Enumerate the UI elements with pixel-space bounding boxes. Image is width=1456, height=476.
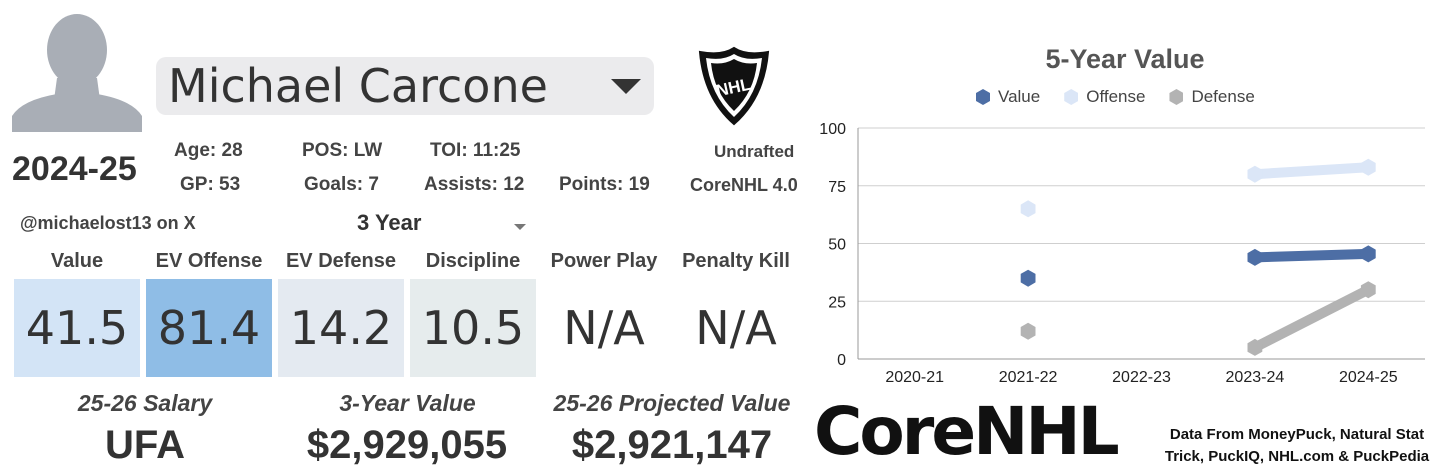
salary-label: 25-26 Salary	[77, 390, 213, 416]
header-ev-offense: EV Offense	[155, 250, 263, 272]
twitter-handle: @michaelost13 on X	[20, 213, 196, 233]
three-year-label: 3-Year Value	[339, 390, 476, 416]
data-point-defense	[1360, 281, 1376, 299]
season-label: 2024-25	[12, 150, 137, 188]
box-penalty-kill: N/A	[695, 301, 777, 355]
data-point-value	[1247, 248, 1263, 266]
legend-offense-label: Offense	[1086, 87, 1146, 106]
legend-offense: Offense	[1064, 87, 1145, 107]
legend-defense: Defense	[1169, 87, 1255, 107]
box-discipline: 10.5	[410, 279, 536, 377]
period-select-value: 3 Year	[357, 210, 422, 235]
header-discipline: Discipline	[425, 250, 521, 272]
three-year-value: $2,929,055	[306, 423, 508, 467]
data-point-offense	[1247, 165, 1263, 183]
corenhl-logo-text: CoreNHL	[814, 393, 1120, 470]
box-ev-defense: 14.2	[278, 279, 404, 377]
chart-legend: Value Offense Defense	[976, 87, 1255, 107]
chart-title: 5-Year Value	[1045, 44, 1205, 74]
data-point-offense	[1360, 158, 1376, 176]
period-select[interactable]: 3 Year	[340, 210, 530, 240]
hexagon-icon	[1169, 89, 1184, 105]
hexagon-icon	[976, 89, 990, 105]
data-source-line-1: Data From MoneyPuck, Natural Stat	[1169, 426, 1425, 443]
data-source: Data From MoneyPuck, Natural Stat Trick,…	[1147, 424, 1447, 468]
y-tick-label: 50	[828, 237, 846, 254]
x-tick-label: 2023-24	[1226, 369, 1285, 386]
legend-value: Value	[976, 87, 1040, 107]
stat-gp: GP: 53	[180, 174, 241, 195]
data-point-defense	[1247, 338, 1263, 356]
hexagon-icon	[1064, 89, 1079, 105]
header-value: Value	[50, 250, 104, 272]
stat-toi: TOI: 11:25	[430, 140, 521, 161]
x-tick-label: 2021-22	[999, 369, 1058, 386]
salary-value: UFA	[105, 423, 185, 467]
chevron-down-icon[interactable]	[611, 79, 641, 94]
x-tick-label: 2024-25	[1339, 369, 1398, 386]
data-point-value	[1360, 245, 1376, 263]
data-point-value	[1020, 269, 1036, 287]
box-ev-offense: 81.4	[146, 279, 272, 377]
x-tick-label: 2022-23	[1112, 369, 1171, 386]
box-value: 41.5	[14, 279, 140, 377]
stat-draft: Undrafted	[714, 142, 795, 161]
stat-model: CoreNHL 4.0	[690, 175, 798, 195]
projected-value: $2,921,147	[571, 423, 773, 467]
header-penalty-kill: Penalty Kill	[682, 250, 790, 272]
avatar	[12, 8, 142, 132]
series-line-offense	[1254, 162, 1369, 180]
stat-goals: Goals: 7	[304, 174, 379, 195]
stat-pos: POS: LW	[302, 140, 383, 161]
nhl-logo: NHL	[698, 46, 770, 126]
legend-value-label: Value	[998, 87, 1041, 106]
projected-label: 25-26 Projected Value	[553, 390, 791, 416]
series-line-value	[1254, 248, 1369, 263]
legend-defense-label: Defense	[1191, 87, 1255, 106]
player-name: Michael Carcone	[168, 59, 548, 113]
y-tick-label: 25	[828, 294, 846, 311]
corenhl-logo: CoreNHL	[814, 393, 1120, 470]
y-tick-label: 100	[819, 121, 846, 138]
stat-points: Points: 19	[559, 174, 650, 195]
stat-assists: Assists: 12	[424, 174, 525, 195]
header-power-play: Power Play	[550, 250, 658, 272]
data-point-offense	[1020, 200, 1036, 218]
y-tick-label: 0	[837, 352, 846, 369]
box-power-play: N/A	[563, 301, 645, 355]
series-line-defense	[1252, 285, 1371, 352]
x-tick-label: 2020-21	[885, 369, 944, 386]
header-ev-defense: EV Defense	[285, 250, 397, 272]
y-tick-label: 75	[828, 179, 846, 196]
data-point-defense	[1020, 322, 1036, 340]
value-chart: 0 25 50 75 100 2020-21 2021-22 2022-23 2023-24 20…	[819, 121, 1425, 386]
data-source-line-2: Trick, PuckIQ, NHL.com & PuckPedia	[1164, 448, 1430, 465]
player-select[interactable]: Michael Carcone	[156, 57, 654, 115]
stat-age: Age: 28	[174, 140, 243, 161]
chevron-down-icon[interactable]	[514, 224, 526, 230]
